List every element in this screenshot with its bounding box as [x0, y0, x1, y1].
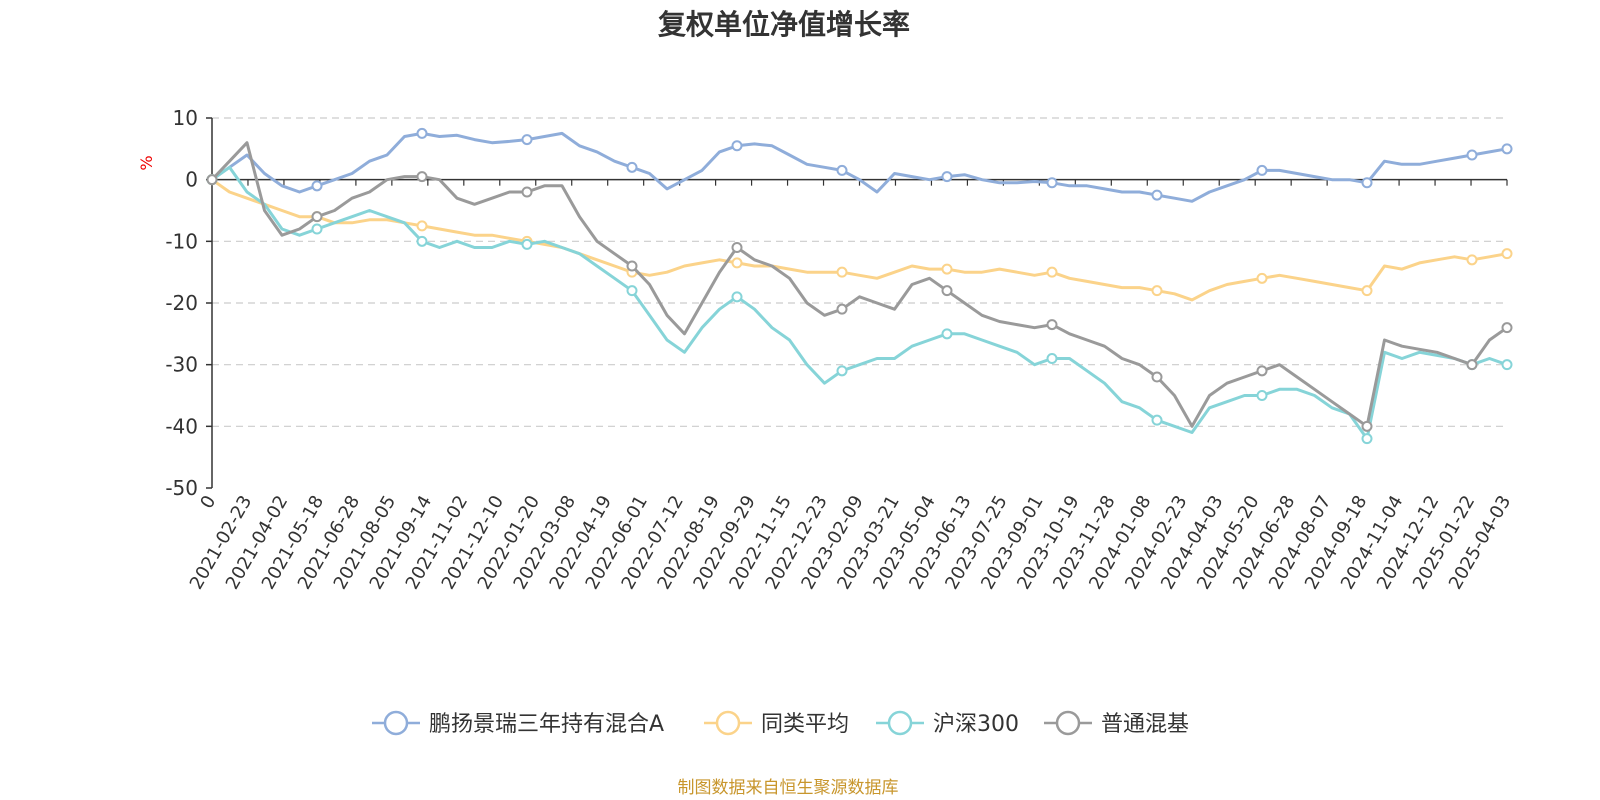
data-point	[1501, 322, 1513, 334]
data-point	[1466, 149, 1478, 161]
data-point	[311, 223, 323, 235]
data-point	[1046, 319, 1058, 331]
series	[206, 127, 1513, 445]
data-point	[1151, 371, 1163, 383]
data-point	[941, 171, 953, 183]
data-point	[836, 266, 848, 278]
data-point	[731, 291, 743, 303]
legend-marker	[887, 710, 913, 736]
data-point	[1501, 248, 1513, 260]
legend-item-1[interactable]: 同类平均	[704, 710, 849, 737]
data-point	[836, 303, 848, 315]
legend-marker	[383, 710, 409, 736]
y-tick-label: 10	[173, 106, 198, 130]
series-line-0	[211, 131, 1508, 203]
legend-item-0[interactable]: 鹏扬景瑞三年持有混合A	[372, 710, 664, 737]
data-point	[1466, 359, 1478, 371]
axes: 100-10-20-30-40-5002021-02-232021-04-022…	[165, 106, 1515, 593]
data-point	[1256, 164, 1268, 176]
data-point	[1256, 390, 1268, 401]
data-point	[1046, 177, 1058, 189]
data-point	[416, 171, 428, 183]
data-point	[941, 285, 953, 297]
data-point	[1501, 143, 1513, 155]
data-point	[1046, 353, 1058, 364]
data-point	[206, 174, 218, 186]
data-point	[1501, 359, 1513, 371]
y-tick-label: -50	[165, 476, 198, 500]
data-point	[1361, 285, 1373, 297]
legend-item-2[interactable]: 沪深300	[876, 710, 1019, 737]
source-note: 制图数据来自恒生聚源数据库	[678, 778, 899, 798]
y-tick-label: -40	[165, 414, 198, 438]
data-point	[416, 127, 428, 139]
y-axis-unit: %	[137, 155, 156, 170]
data-point	[1256, 272, 1268, 284]
data-point	[1466, 254, 1478, 266]
legend-label: 鹏扬景瑞三年持有混合A	[429, 712, 664, 737]
legend-item-3[interactable]: 普通混基	[1044, 710, 1189, 737]
data-point	[626, 260, 638, 272]
data-point	[521, 134, 533, 146]
data-point	[416, 235, 428, 247]
data-point	[731, 140, 743, 152]
data-point	[731, 242, 743, 253]
data-point	[836, 365, 848, 377]
data-point	[1361, 177, 1373, 189]
data-point	[941, 263, 953, 275]
data-point	[1256, 365, 1268, 377]
legend-label: 同类平均	[761, 712, 849, 737]
data-point	[626, 161, 638, 173]
data-point	[416, 220, 428, 232]
chart-title: 复权单位净值增长率	[658, 8, 910, 41]
data-point	[311, 180, 323, 192]
series-line-3	[210, 141, 1508, 428]
y-tick-label: -10	[165, 229, 198, 253]
x-tick-label: 0	[196, 492, 220, 512]
data-point	[836, 164, 848, 176]
data-point	[521, 238, 533, 250]
series-line-1	[211, 178, 1508, 302]
data-point	[521, 186, 533, 198]
grid	[212, 117, 1507, 427]
legend-marker	[715, 710, 741, 736]
y-tick-label: -30	[165, 353, 198, 377]
data-point	[1151, 285, 1163, 297]
y-tick-label: 0	[185, 168, 198, 192]
data-point	[311, 211, 323, 223]
data-point	[1361, 433, 1373, 445]
data-point	[626, 285, 638, 297]
data-point	[731, 257, 743, 269]
data-point	[1151, 414, 1163, 426]
data-point	[941, 328, 953, 340]
legend-label: 沪深300	[933, 712, 1019, 737]
legend-marker	[1055, 710, 1081, 736]
data-point	[1361, 420, 1373, 432]
legend: 鹏扬景瑞三年持有混合A 同类平均 沪深300 普通混基	[372, 710, 1189, 737]
y-tick-label: -20	[165, 291, 198, 315]
data-point	[1151, 189, 1163, 201]
data-point	[1046, 266, 1058, 278]
series-line-2	[211, 165, 1508, 441]
legend-label: 普通混基	[1101, 712, 1189, 737]
